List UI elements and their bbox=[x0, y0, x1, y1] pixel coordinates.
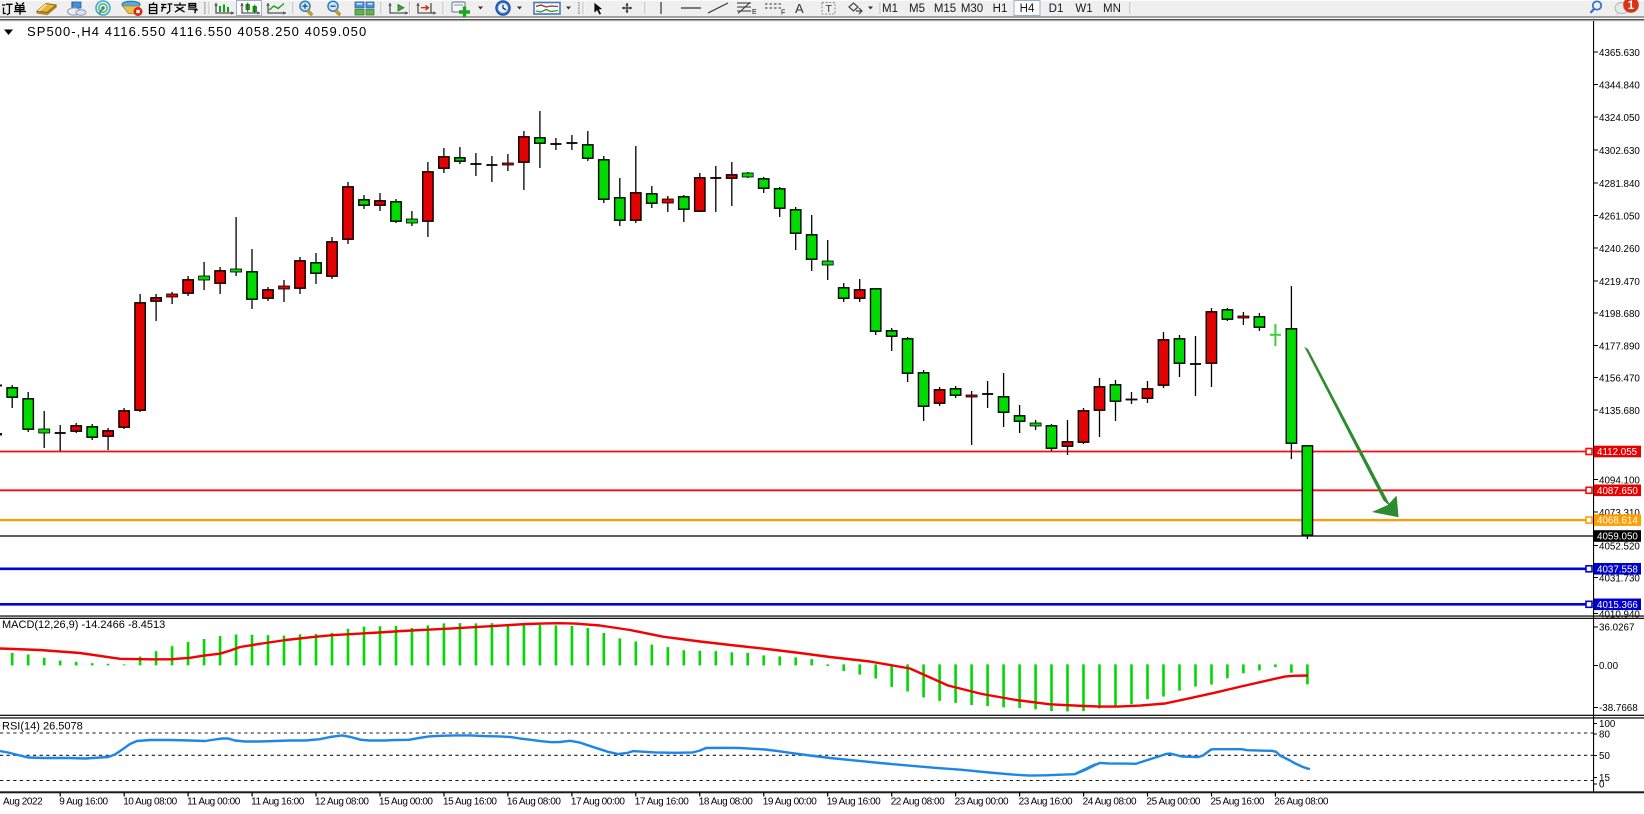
svg-text:4365.630: 4365.630 bbox=[1599, 48, 1640, 59]
svg-text:4177.890: 4177.890 bbox=[1599, 341, 1640, 352]
svg-text:4059.050: 4059.050 bbox=[1597, 532, 1638, 543]
svg-text:11 Aug 00:00: 11 Aug 00:00 bbox=[187, 797, 241, 808]
svg-text:15: 15 bbox=[1599, 773, 1610, 784]
svg-text:M15: M15 bbox=[934, 3, 956, 15]
svg-text:SP500-,H4 4116.550 4116.550 4: SP500-,H4 4116.550 4116.550 4058.250 405… bbox=[27, 24, 367, 39]
svg-text:11 Aug 16:00: 11 Aug 16:00 bbox=[251, 797, 305, 808]
svg-text:4087.650: 4087.650 bbox=[1597, 486, 1638, 497]
svg-text:16 Aug 08:00: 16 Aug 08:00 bbox=[507, 797, 561, 808]
svg-text:26 Aug 08:00: 26 Aug 08:00 bbox=[1274, 797, 1328, 808]
svg-text:-38.7668: -38.7668 bbox=[1599, 703, 1638, 714]
svg-text:23 Aug 16:00: 23 Aug 16:00 bbox=[1019, 797, 1073, 808]
svg-text:18 Aug 08:00: 18 Aug 08:00 bbox=[699, 797, 753, 808]
svg-text:4219.470: 4219.470 bbox=[1599, 277, 1640, 288]
svg-text:10 Aug 08:00: 10 Aug 08:00 bbox=[123, 797, 177, 808]
svg-text:25 Aug 00:00: 25 Aug 00:00 bbox=[1147, 797, 1201, 808]
svg-text:A: A bbox=[795, 1, 804, 16]
svg-text:0: 0 bbox=[1599, 780, 1605, 791]
svg-text:H1: H1 bbox=[993, 3, 1008, 15]
svg-text:H4: H4 bbox=[1020, 3, 1035, 15]
svg-text:4094.100: 4094.100 bbox=[1599, 475, 1640, 486]
svg-text:17 Aug 16:00: 17 Aug 16:00 bbox=[635, 797, 689, 808]
svg-text:4198.680: 4198.680 bbox=[1599, 309, 1640, 320]
svg-text:4135.680: 4135.680 bbox=[1599, 406, 1640, 417]
svg-text:MACD(12,26,9) -14.2466 -8.4513: MACD(12,26,9) -14.2466 -8.4513 bbox=[2, 619, 165, 631]
svg-text:22 Aug 08:00: 22 Aug 08:00 bbox=[891, 797, 945, 808]
svg-text:Aug 2022: Aug 2022 bbox=[3, 797, 43, 808]
svg-text:4068.614: 4068.614 bbox=[1597, 516, 1638, 527]
svg-text:80: 80 bbox=[1599, 730, 1610, 741]
svg-text:E: E bbox=[752, 9, 757, 16]
svg-text:4031.730: 4031.730 bbox=[1599, 573, 1640, 584]
svg-text:25 Aug 16:00: 25 Aug 16:00 bbox=[1211, 797, 1265, 808]
svg-text:100: 100 bbox=[1599, 719, 1616, 730]
svg-text:4010.940: 4010.940 bbox=[1599, 609, 1640, 620]
svg-text:4052.520: 4052.520 bbox=[1599, 541, 1640, 552]
svg-text:12 Aug 08:00: 12 Aug 08:00 bbox=[315, 797, 369, 808]
svg-text:19 Aug 00:00: 19 Aug 00:00 bbox=[763, 797, 817, 808]
svg-text:0.00: 0.00 bbox=[1599, 661, 1619, 672]
svg-text:50: 50 bbox=[1599, 751, 1610, 762]
svg-text:W1: W1 bbox=[1075, 3, 1092, 15]
svg-text:15 Aug 16:00: 15 Aug 16:00 bbox=[443, 797, 497, 808]
svg-text:M5: M5 bbox=[909, 3, 925, 15]
svg-text:4073.310: 4073.310 bbox=[1599, 508, 1640, 519]
svg-text:4281.840: 4281.840 bbox=[1599, 179, 1640, 190]
svg-text:M30: M30 bbox=[961, 3, 983, 15]
svg-text:4240.260: 4240.260 bbox=[1599, 244, 1640, 255]
svg-text:F: F bbox=[781, 10, 785, 17]
svg-text:36.0267: 36.0267 bbox=[1599, 623, 1634, 634]
svg-text:24 Aug 08:00: 24 Aug 08:00 bbox=[1083, 797, 1137, 808]
svg-text:17 Aug 00:00: 17 Aug 00:00 bbox=[571, 797, 625, 808]
svg-text:19 Aug 16:00: 19 Aug 16:00 bbox=[827, 797, 881, 808]
svg-text:D1: D1 bbox=[1049, 3, 1064, 15]
svg-text:1: 1 bbox=[1628, 0, 1635, 12]
svg-text:4261.050: 4261.050 bbox=[1599, 211, 1640, 222]
svg-text:T: T bbox=[826, 3, 833, 15]
svg-text:4015.366: 4015.366 bbox=[1597, 600, 1638, 611]
svg-text:M1: M1 bbox=[882, 3, 898, 15]
svg-text:4156.470: 4156.470 bbox=[1599, 373, 1640, 384]
svg-text:4112.055: 4112.055 bbox=[1597, 447, 1638, 458]
svg-text:4302.630: 4302.630 bbox=[1599, 146, 1640, 157]
svg-text:4037.558: 4037.558 bbox=[1597, 564, 1638, 575]
svg-text:RSI(14) 26.5078: RSI(14) 26.5078 bbox=[2, 721, 83, 733]
svg-text:4324.050: 4324.050 bbox=[1599, 113, 1640, 124]
svg-text:15 Aug 00:00: 15 Aug 00:00 bbox=[379, 797, 433, 808]
svg-text:MN: MN bbox=[1103, 3, 1121, 15]
svg-text:23 Aug 00:00: 23 Aug 00:00 bbox=[955, 797, 1009, 808]
svg-text:4344.840: 4344.840 bbox=[1599, 80, 1640, 91]
svg-text:9 Aug 16:00: 9 Aug 16:00 bbox=[59, 797, 108, 808]
